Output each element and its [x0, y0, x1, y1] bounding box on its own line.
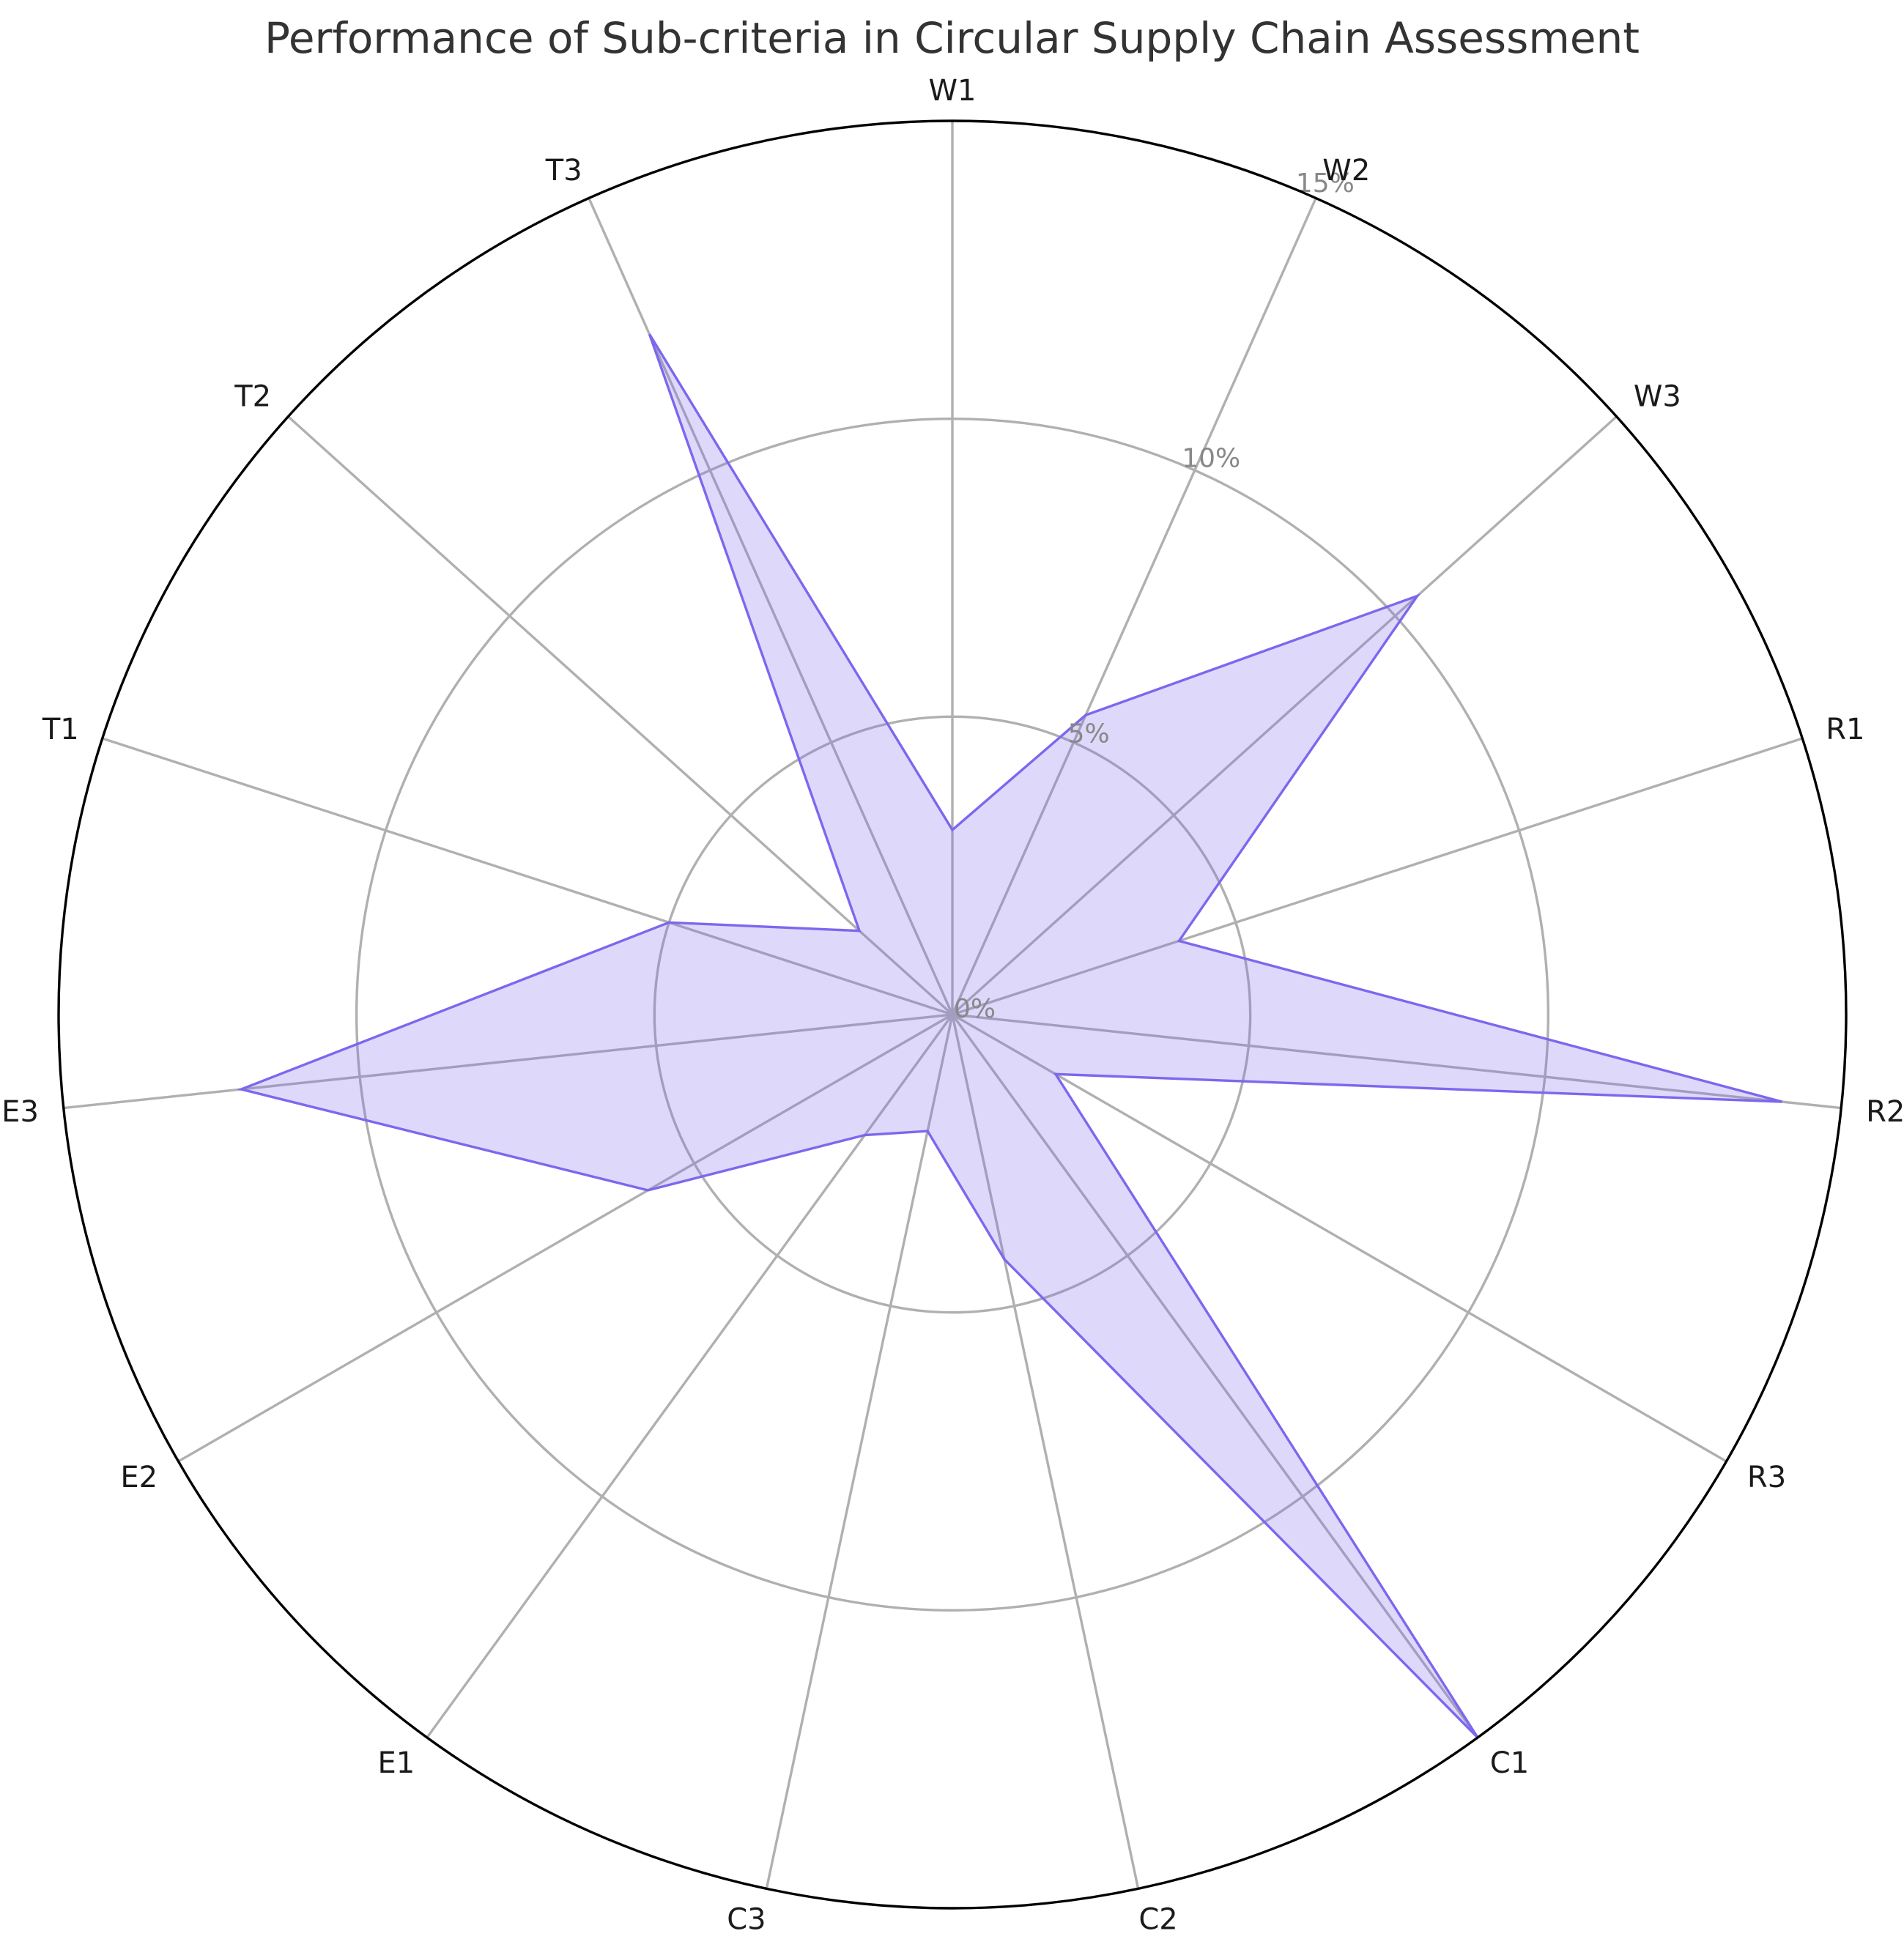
axis-label-w1: W1: [929, 74, 977, 108]
series-layer: [237, 333, 1782, 1739]
series-area-0: [237, 333, 1782, 1739]
spoke-e2: [177, 1013, 953, 1463]
spoke-t1: [102, 737, 953, 1016]
spoke-t2: [287, 415, 954, 1016]
spoke-c1: [951, 1014, 1479, 1738]
spoke-r2: [952, 1013, 1842, 1110]
spoke-w2: [951, 197, 1317, 1015]
axis-label-e2: E2: [120, 1461, 158, 1494]
chart-title: Performance of Sub-criteria in Circular …: [264, 13, 1640, 63]
spoke-e3: [63, 1013, 953, 1110]
spoke-r3: [952, 1013, 1727, 1463]
axis-label-c2: C2: [1138, 1902, 1177, 1936]
axis-label-w3: W3: [1634, 380, 1681, 414]
axis-label-t2: T2: [234, 380, 271, 414]
grid-spokes: [63, 121, 1842, 1889]
axis-label-r1: R1: [1826, 713, 1864, 746]
radial-tick-label-0: 0%: [954, 994, 996, 1024]
spoke-r1: [952, 737, 1803, 1016]
axis-label-w2: W2: [1322, 154, 1370, 188]
axis-label-e1: E1: [377, 1746, 415, 1780]
polar-frame: [57, 119, 1848, 1910]
axis-label-r2: R2: [1866, 1095, 1904, 1129]
axis-label-r3: R3: [1747, 1461, 1786, 1494]
spoke-w3: [951, 415, 1618, 1016]
radial-tick-label-2: 10%: [1182, 444, 1240, 474]
axis-labels: W1 W2 W3 R1 R2 R3 C1 C2 C3 E1 E2 E3 T1 T2 T3: [1, 74, 1904, 1936]
axis-label-c1: C1: [1490, 1746, 1529, 1780]
radial-tick-label-1: 5%: [1068, 719, 1110, 749]
axis-label-t1: T1: [42, 713, 79, 746]
spoke-c2: [951, 1014, 1140, 1889]
axis-label-c3: C3: [727, 1902, 766, 1936]
spoke-c3: [765, 1014, 954, 1889]
axis-label-t3: T3: [545, 154, 582, 188]
axis-label-e3: E3: [1, 1095, 39, 1129]
